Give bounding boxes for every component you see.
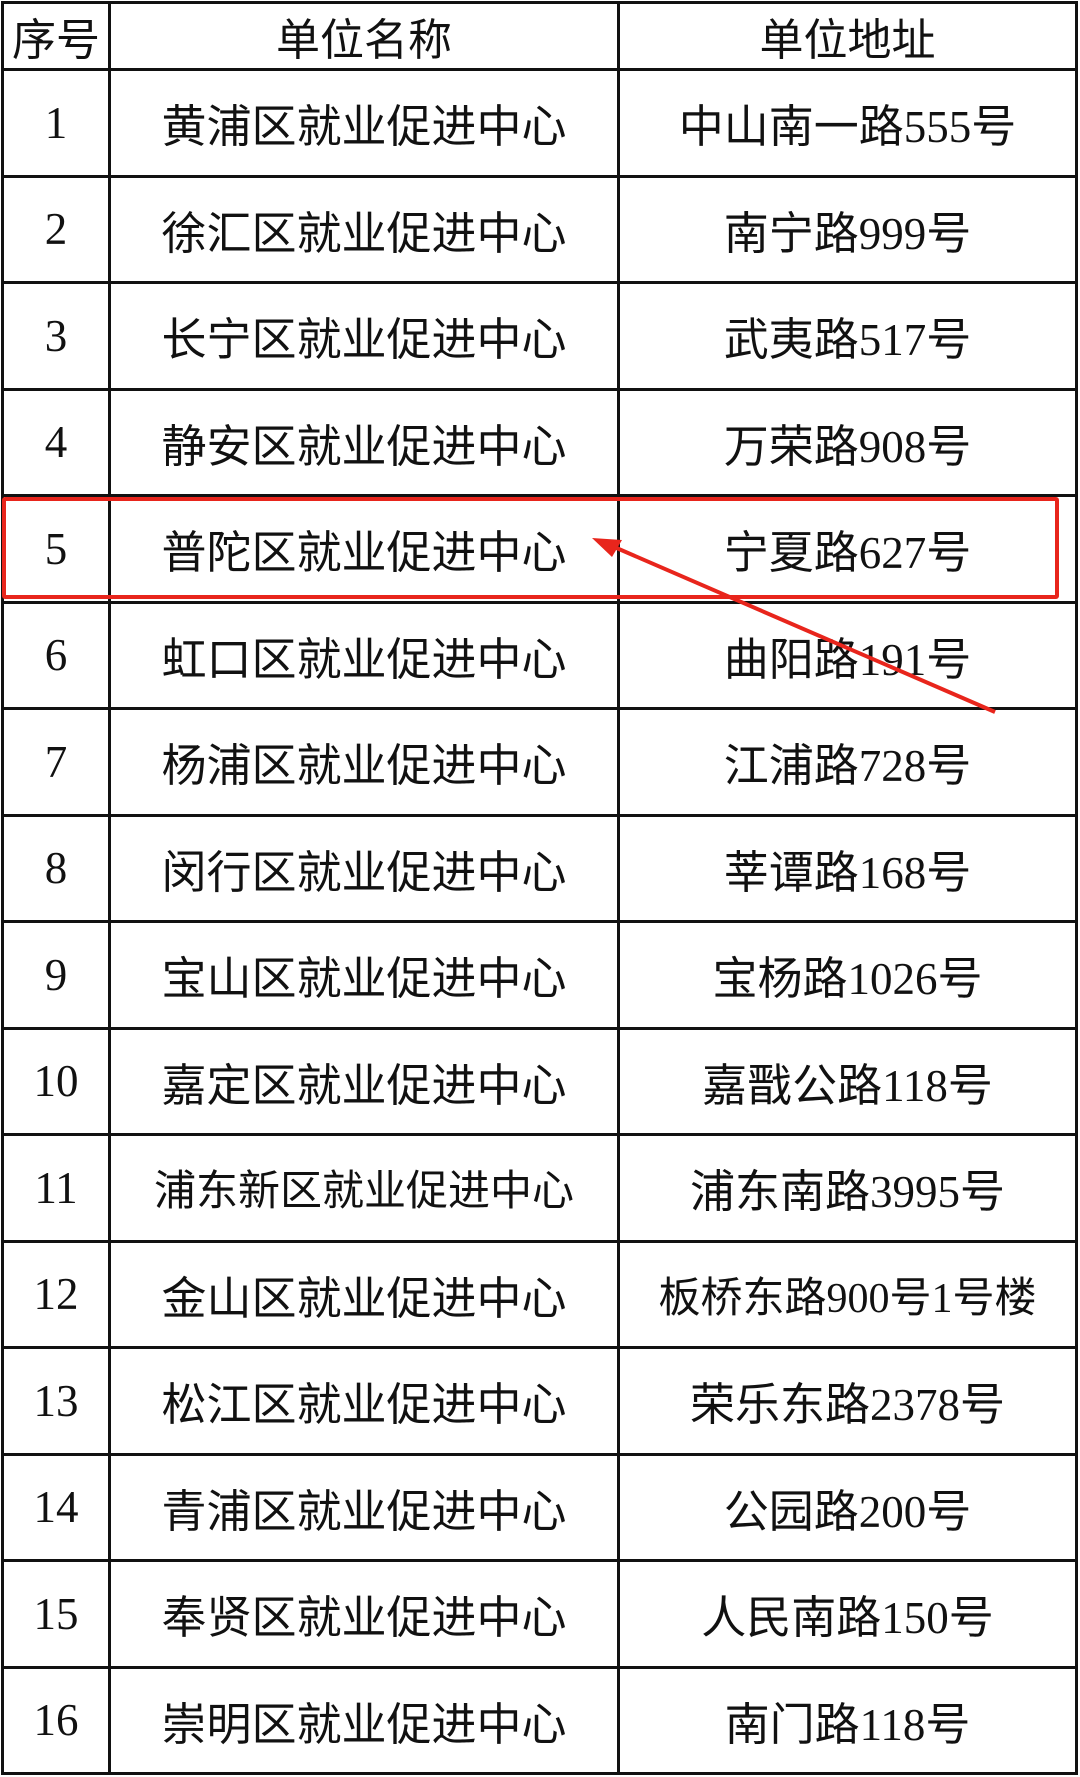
unit-address: 浦东南路3995号 [617,1133,1078,1243]
unit-address: 嘉戬公路118号 [617,1026,1078,1136]
unit-address: 公园路200号 [617,1452,1078,1562]
row-number: 1 [1,68,111,178]
unit-address: 万荣路908号 [617,387,1078,497]
table-row: 6 虹口区就业促进中心 曲阳路191号 [1,600,1078,710]
table-row: 3 长宁区就业促进中心 武夷路517号 [1,281,1078,391]
unit-address: 南门路118号 [617,1665,1078,1775]
unit-name: 崇明区就业促进中心 [108,1665,620,1775]
row-number: 6 [1,600,111,710]
unit-name: 徐汇区就业促进中心 [108,174,620,284]
table-row: 10 嘉定区就业促进中心 嘉戬公路118号 [1,1026,1078,1136]
table-row: 8 闵行区就业促进中心 莘谭路168号 [1,813,1078,923]
unit-address: 南宁路999号 [617,174,1078,284]
unit-name: 金山区就业促进中心 [108,1239,620,1349]
unit-name: 嘉定区就业促进中心 [108,1026,620,1136]
unit-address: 曲阳路191号 [617,600,1078,710]
header-row: 序号 单位名称 单位地址 [1,1,1078,71]
unit-name: 浦东新区就业促进中心 [108,1133,620,1243]
row-number: 9 [1,920,111,1030]
arrow-head-icon [592,538,622,557]
unit-address: 莘谭路168号 [617,813,1078,923]
unit-address: 荣乐东路2378号 [617,1346,1078,1456]
header-name: 单位名称 [108,1,620,71]
arrow-line [604,541,996,714]
header-address: 单位地址 [617,1,1078,71]
table-row: 12 金山区就业促进中心 板桥东路900号1号楼 [1,1239,1078,1349]
row-number: 10 [1,1026,111,1136]
row-number: 13 [1,1346,111,1456]
unit-name: 普陀区就业促进中心 [108,494,620,604]
row-number: 11 [1,1133,111,1243]
row-number: 5 [1,494,111,604]
unit-address: 中山南一路555号 [617,68,1078,178]
unit-name: 长宁区就业促进中心 [108,281,620,391]
unit-address: 江浦路728号 [617,707,1078,817]
table-row: 2 徐汇区就业促进中心 南宁路999号 [1,174,1078,284]
unit-address: 板桥东路900号1号楼 [617,1239,1078,1349]
unit-address: 宝杨路1026号 [617,920,1078,1030]
unit-name: 松江区就业促进中心 [108,1346,620,1456]
unit-name: 宝山区就业促进中心 [108,920,620,1030]
table-row: 13 松江区就业促进中心 荣乐东路2378号 [1,1346,1078,1456]
header-no: 序号 [1,1,111,71]
table-row: 9 宝山区就业促进中心 宝杨路1026号 [1,920,1078,1030]
table-row: 1 黄浦区就业促进中心 中山南一路555号 [1,68,1078,178]
table-row: 11 浦东新区就业促进中心 浦东南路3995号 [1,1133,1078,1243]
highlight-box [2,497,1059,599]
table-row: 14 青浦区就业促进中心 公园路200号 [1,1452,1078,1562]
row-number: 7 [1,707,111,817]
table-row: 4 静安区就业促进中心 万荣路908号 [1,387,1078,497]
unit-name: 虹口区就业促进中心 [108,600,620,710]
table-row: 7 杨浦区就业促进中心 江浦路728号 [1,707,1078,817]
unit-name: 闵行区就业促进中心 [108,813,620,923]
unit-address: 武夷路517号 [617,281,1078,391]
row-number: 8 [1,813,111,923]
row-number: 15 [1,1559,111,1669]
row-number: 3 [1,281,111,391]
unit-name: 奉贤区就业促进中心 [108,1559,620,1669]
unit-address: 人民南路150号 [617,1559,1078,1669]
row-number: 14 [1,1452,111,1562]
table-row: 16 崇明区就业促进中心 南门路118号 [1,1665,1078,1775]
row-number: 12 [1,1239,111,1349]
unit-name: 静安区就业促进中心 [108,387,620,497]
row-number: 4 [1,387,111,497]
table-row: 15 奉贤区就业促进中心 人民南路150号 [1,1559,1078,1669]
unit-name: 青浦区就业促进中心 [108,1452,620,1562]
unit-name: 杨浦区就业促进中心 [108,707,620,817]
row-number: 16 [1,1665,111,1775]
unit-name: 黄浦区就业促进中心 [108,68,620,178]
row-number: 2 [1,174,111,284]
